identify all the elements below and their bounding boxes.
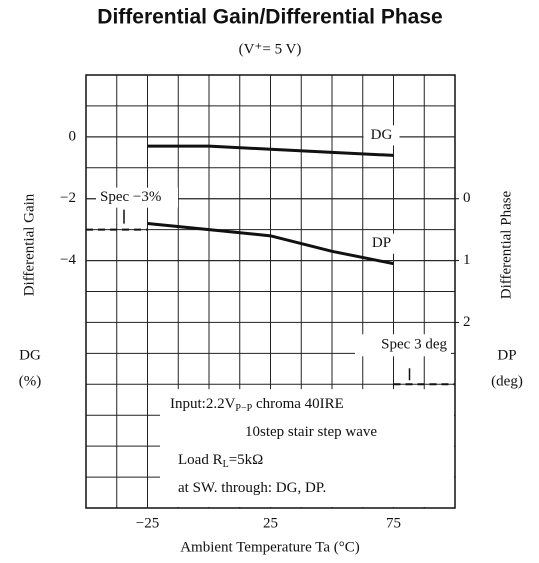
note-text: =5kΩ bbox=[229, 453, 264, 469]
x-axis-label: Ambient Temperature Ta (°C) bbox=[180, 539, 360, 555]
y-axis-label: Differential Gain bbox=[21, 193, 37, 296]
note-line: 10step stair step wave bbox=[245, 425, 377, 441]
series-label: DP bbox=[372, 235, 391, 251]
y-tick-label: −4 bbox=[60, 252, 76, 268]
note-box bbox=[160, 389, 454, 507]
spec-label-bg bbox=[355, 334, 451, 357]
note-line: Load RL=5kΩ bbox=[178, 453, 263, 471]
spec-label-bg bbox=[96, 187, 178, 208]
spec-label: Spec −3% bbox=[100, 189, 161, 205]
x-tick-label: 75 bbox=[386, 515, 401, 531]
y-unit: DG bbox=[19, 347, 41, 363]
y-tick-label: 0 bbox=[69, 128, 77, 144]
note-text: Load R bbox=[178, 453, 223, 469]
y-tick-label: −2 bbox=[60, 190, 76, 206]
y2-tick-label: 2 bbox=[463, 314, 471, 330]
series-label-bg bbox=[363, 233, 400, 254]
note-line: Input:2.2VP−P chroma 40IRE bbox=[170, 397, 344, 415]
note-text: at SW. through: DG, DP. bbox=[178, 481, 326, 497]
chart-title: Differential Gain/Differential Phase bbox=[97, 6, 442, 29]
note-text: Input:2.2V bbox=[170, 397, 236, 413]
note-text: L bbox=[223, 459, 229, 470]
y2-tick-label: 0 bbox=[463, 190, 471, 206]
y2-tick-label: 1 bbox=[463, 252, 471, 268]
y2-unit: (deg) bbox=[491, 373, 523, 389]
series-label: DG bbox=[371, 127, 393, 143]
x-tick-label: −25 bbox=[136, 515, 159, 531]
note-text: P−P bbox=[235, 403, 252, 414]
y2-axis-label: Differential Phase bbox=[498, 190, 514, 299]
y2-unit: DP bbox=[497, 347, 516, 363]
series-line bbox=[147, 221, 394, 266]
note-text: 10step stair step wave bbox=[245, 425, 377, 441]
note-line: at SW. through: DG, DP. bbox=[178, 481, 326, 497]
y-unit: (%) bbox=[19, 373, 42, 389]
series-line bbox=[147, 144, 394, 157]
note-text: chroma 40IRE bbox=[252, 397, 344, 413]
spec-label: Spec 3 deg bbox=[381, 337, 447, 353]
series-label-bg bbox=[363, 125, 400, 146]
x-tick-label: 25 bbox=[263, 515, 278, 531]
chart-subtitle: (V⁺= 5 V) bbox=[239, 41, 302, 57]
